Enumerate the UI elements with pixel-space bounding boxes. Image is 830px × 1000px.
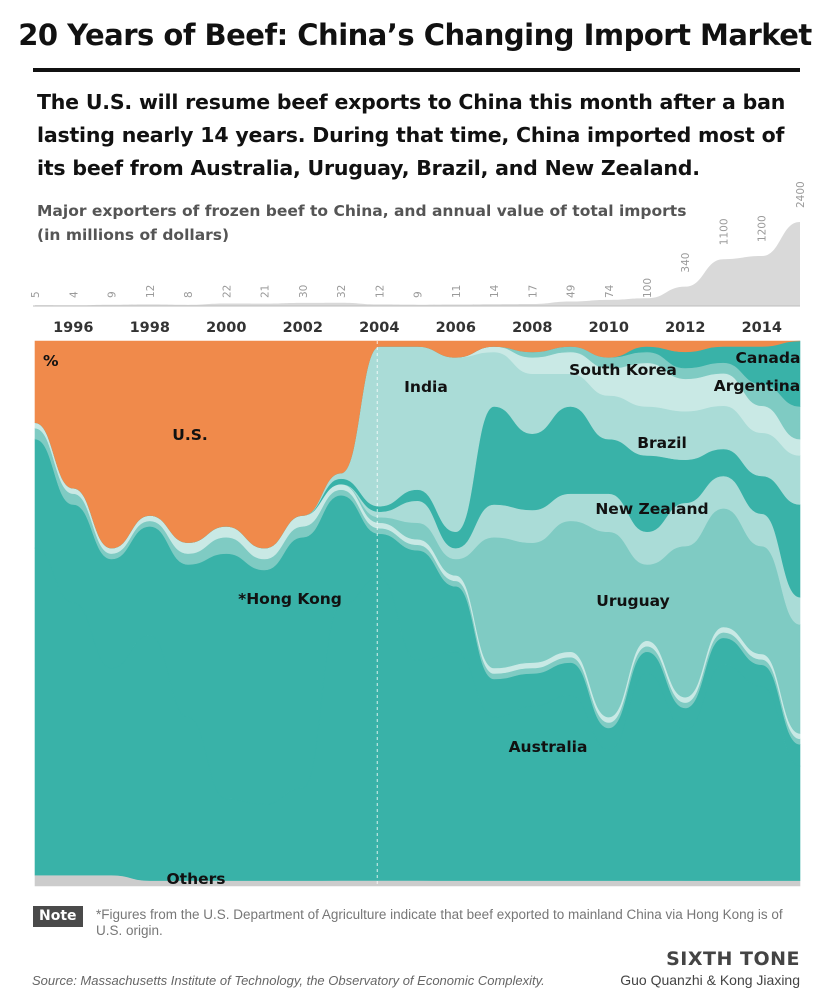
value-label: 9 [413, 291, 425, 298]
value-label: 32 [336, 285, 348, 298]
series-label: Argentina [714, 377, 801, 395]
x-tick-label: 2006 [436, 320, 476, 336]
x-tick-label: 2004 [359, 320, 399, 336]
value-label: 30 [298, 285, 310, 298]
value-label: 49 [566, 285, 578, 298]
value-label: 340 [680, 253, 692, 273]
y-axis-label: % [43, 352, 59, 370]
x-tick-label: 1998 [130, 320, 170, 336]
lede-text: The U.S. will resume beef exports to Chi… [37, 90, 786, 180]
value-label: 14 [489, 284, 501, 298]
series-label: Canada [736, 349, 801, 367]
series-label: New Zealand [595, 500, 708, 518]
note-badge: Note [33, 906, 83, 927]
x-tick-label: 2014 [742, 320, 782, 336]
series-label: India [404, 378, 448, 396]
value-label: 12 [145, 285, 157, 298]
x-tick-label: 2008 [512, 320, 552, 336]
source-text: Source: Massachusetts Institute of Techn… [32, 973, 545, 988]
chart-title: 20 Years of Beef: China’s Changing Impor… [18, 18, 812, 52]
note-text: *Figures from the U.S. Department of Agr… [96, 907, 783, 938]
value-label: 11 [451, 285, 463, 298]
value-label: 21 [260, 285, 272, 298]
value-label: 1100 [719, 218, 731, 245]
total-imports-area [35, 222, 800, 306]
x-tick-label: 2012 [665, 320, 705, 336]
chart-subtitle: Major exporters of frozen beef to China,… [37, 199, 737, 247]
value-label: 12 [374, 285, 386, 298]
series-label: Australia [509, 738, 588, 756]
title-rule [33, 68, 800, 72]
series-label: South Korea [569, 361, 677, 379]
value-label: 100 [642, 278, 654, 298]
x-tick-label: 2002 [283, 320, 323, 336]
byline: Guo Quanzhi & Kong Jiaxing [620, 972, 800, 988]
subtitle-line-1: Major exporters of frozen beef to China,… [37, 202, 687, 220]
x-tick-label: 2010 [589, 320, 629, 336]
series-label: Brazil [637, 434, 687, 452]
value-label: 9 [107, 291, 119, 298]
subtitle-line-2: (in millions of dollars) [37, 226, 230, 244]
series-u-s [34, 340, 801, 549]
value-label: 4 [68, 291, 80, 298]
series-label: *Hong Kong [238, 590, 342, 608]
brand-logo: SIXTH TONE [666, 948, 800, 970]
x-tick-label: 2000 [206, 320, 246, 336]
value-label: 17 [527, 285, 539, 298]
value-label: 1200 [757, 215, 769, 242]
x-tick-label: 1996 [53, 320, 93, 336]
value-label: 5 [30, 291, 42, 298]
series-label: Uruguay [596, 592, 669, 610]
value-label: 74 [604, 284, 616, 298]
series-label: U.S. [172, 426, 208, 444]
value-label: 2400 [795, 181, 807, 208]
value-label: 22 [221, 285, 233, 298]
series-label: Others [166, 870, 225, 888]
value-label: 8 [183, 291, 195, 298]
